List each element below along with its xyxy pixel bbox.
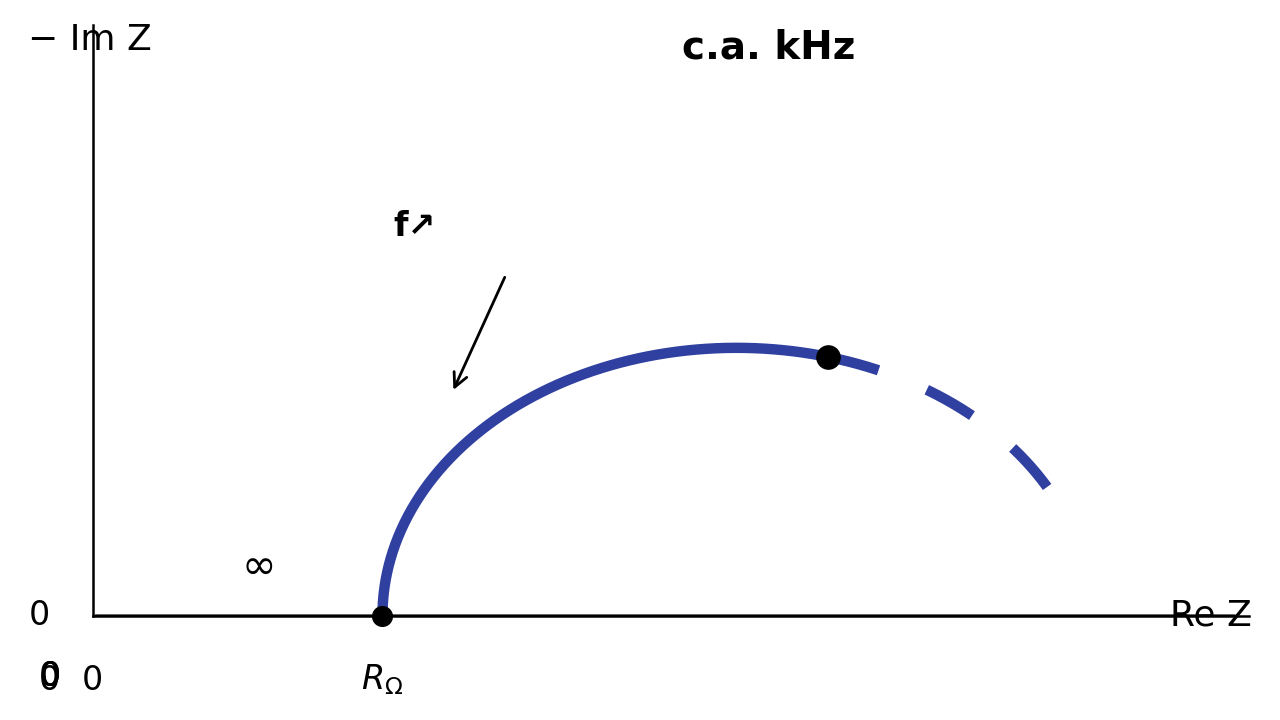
Text: Re Z: Re Z: [1170, 598, 1252, 633]
Point: [818, 351, 838, 363]
Text: 0: 0: [40, 660, 60, 693]
Text: f↗: f↗: [393, 210, 436, 243]
Text: 0: 0: [82, 665, 104, 698]
Text: 0: 0: [40, 664, 60, 697]
Text: $R_{\Omega}$: $R_{\Omega}$: [361, 662, 403, 697]
Text: − Im Z: − Im Z: [28, 23, 152, 57]
Point: [372, 610, 393, 621]
Text: ∞: ∞: [242, 546, 276, 588]
Text: 0: 0: [40, 660, 60, 693]
Text: 0: 0: [28, 599, 50, 632]
Text: c.a. kHz: c.a. kHz: [682, 29, 855, 66]
Text: 0: 0: [40, 660, 60, 693]
